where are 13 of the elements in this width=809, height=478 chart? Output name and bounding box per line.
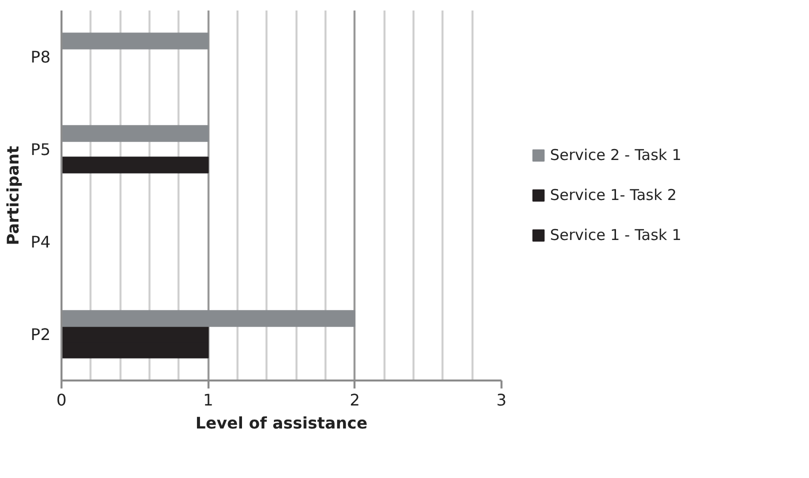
y-tick-label: P2: [30, 324, 50, 344]
legend-label: Service 1 - Task 1: [550, 226, 682, 244]
x-tick-label: 3: [496, 390, 507, 410]
x-axis-title: Level of assistance: [196, 414, 368, 432]
x-tick-label: 0: [56, 390, 67, 410]
legend-label: Service 2 - Task 1: [550, 146, 682, 164]
y-tick-label: P5: [30, 140, 50, 159]
legend-label: Service 1- Task 2: [550, 186, 677, 204]
x-tick-label: 2: [350, 390, 360, 410]
y-tick-label: P4: [30, 232, 50, 252]
x-tick-label: 1: [203, 390, 214, 410]
y-tick-label: P8: [30, 47, 50, 66]
y-axis-title: Participant: [4, 145, 23, 246]
